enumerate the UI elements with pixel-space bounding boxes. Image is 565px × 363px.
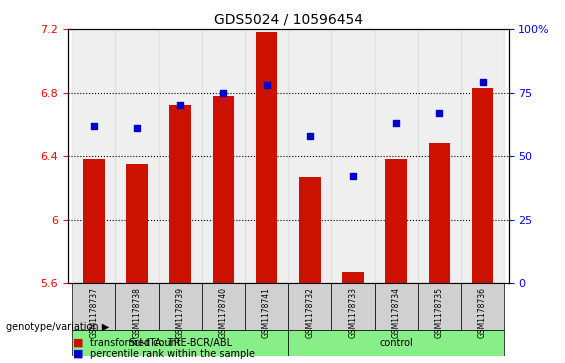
- Point: [392, 120, 401, 126]
- Bar: [72, 29, 115, 283]
- Bar: [126, 164, 147, 283]
- Bar: [202, 29, 245, 283]
- Bar: [212, 96, 234, 283]
- Bar: [288, 29, 331, 283]
- Bar: [429, 143, 450, 283]
- Point: [349, 174, 358, 179]
- Text: GSM1178740: GSM1178740: [219, 287, 228, 338]
- Text: GSM1178734: GSM1178734: [392, 287, 401, 338]
- Bar: [342, 272, 364, 283]
- Text: GSM1178741: GSM1178741: [262, 287, 271, 338]
- Point: [262, 82, 271, 88]
- FancyBboxPatch shape: [375, 283, 418, 330]
- Point: [305, 133, 314, 139]
- Text: Scl-tTA::TRE-BCR/ABL: Scl-tTA::TRE-BCR/ABL: [128, 338, 232, 348]
- Bar: [472, 88, 493, 283]
- Text: GSM1178735: GSM1178735: [435, 287, 444, 338]
- Bar: [418, 29, 461, 283]
- FancyBboxPatch shape: [288, 330, 504, 356]
- Point: [435, 110, 444, 116]
- Text: GSM1178739: GSM1178739: [176, 287, 185, 338]
- FancyBboxPatch shape: [159, 283, 202, 330]
- Text: ■: ■: [73, 338, 84, 348]
- Text: control: control: [379, 338, 413, 348]
- Text: transformed count: transformed count: [90, 338, 181, 348]
- Bar: [385, 159, 407, 283]
- Bar: [170, 105, 191, 283]
- Bar: [159, 29, 202, 283]
- FancyBboxPatch shape: [288, 283, 331, 330]
- FancyBboxPatch shape: [461, 283, 504, 330]
- Bar: [245, 29, 288, 283]
- Text: GSM1178737: GSM1178737: [89, 287, 98, 338]
- Bar: [256, 32, 277, 283]
- Bar: [115, 29, 159, 283]
- Point: [176, 102, 185, 108]
- FancyBboxPatch shape: [245, 283, 288, 330]
- FancyBboxPatch shape: [115, 283, 159, 330]
- FancyBboxPatch shape: [202, 283, 245, 330]
- Text: ■: ■: [73, 349, 84, 359]
- Point: [132, 125, 141, 131]
- Point: [478, 79, 487, 85]
- Bar: [375, 29, 418, 283]
- FancyBboxPatch shape: [72, 330, 288, 356]
- Text: GSM1178732: GSM1178732: [305, 287, 314, 338]
- Text: GSM1178736: GSM1178736: [478, 287, 487, 338]
- Title: GDS5024 / 10596454: GDS5024 / 10596454: [214, 12, 363, 26]
- Bar: [331, 29, 375, 283]
- Bar: [83, 159, 105, 283]
- Text: percentile rank within the sample: percentile rank within the sample: [90, 349, 255, 359]
- Point: [89, 123, 98, 129]
- FancyBboxPatch shape: [72, 283, 115, 330]
- Text: GSM1178733: GSM1178733: [349, 287, 358, 338]
- Bar: [299, 177, 320, 283]
- Text: GSM1178738: GSM1178738: [132, 287, 141, 338]
- Point: [219, 90, 228, 95]
- FancyBboxPatch shape: [331, 283, 375, 330]
- FancyBboxPatch shape: [418, 283, 461, 330]
- Bar: [461, 29, 504, 283]
- Text: genotype/variation ▶: genotype/variation ▶: [6, 322, 109, 332]
